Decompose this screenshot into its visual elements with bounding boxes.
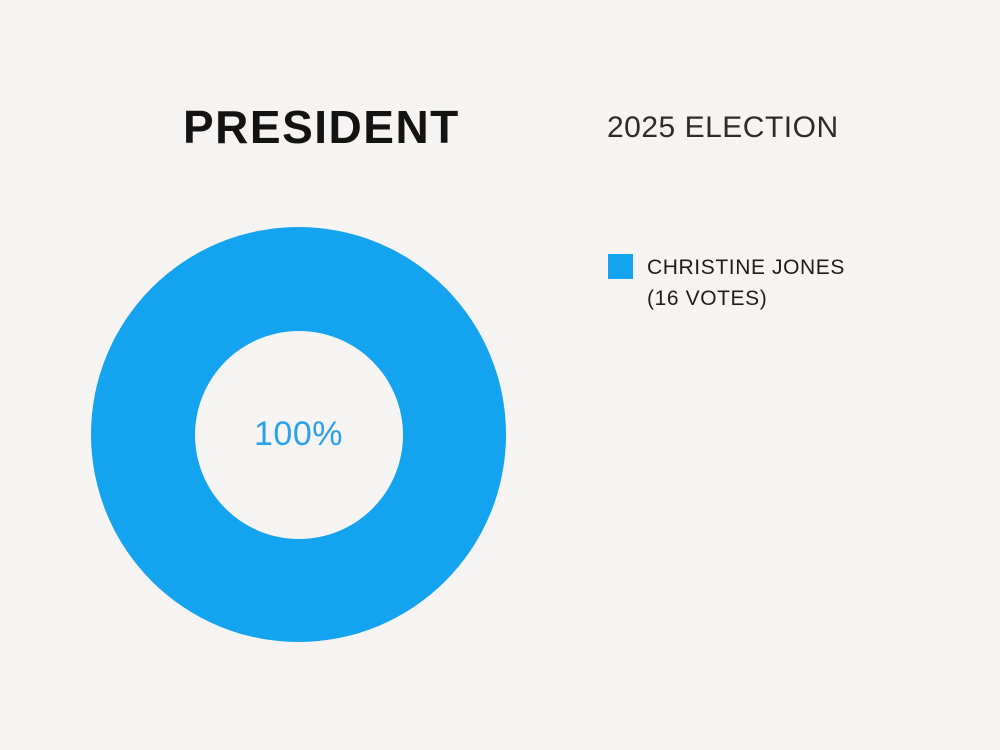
page-subtitle: 2025 ELECTION bbox=[607, 111, 839, 144]
legend-label-line2: (16 VOTES) bbox=[647, 287, 768, 310]
legend-item: CHRISTINE JONES (16 VOTES) bbox=[608, 252, 845, 314]
donut-chart: 100% bbox=[91, 227, 506, 642]
donut-center-percentage: 100% bbox=[254, 415, 343, 453]
donut-chart-hole: 100% bbox=[194, 330, 403, 539]
page-title: PRESIDENT bbox=[183, 101, 460, 153]
legend-label-line1: CHRISTINE JONES bbox=[647, 256, 846, 279]
legend-label: CHRISTINE JONES (16 VOTES) bbox=[647, 252, 845, 314]
chart-legend: CHRISTINE JONES (16 VOTES) bbox=[608, 252, 845, 314]
legend-color-swatch-icon bbox=[608, 254, 633, 279]
